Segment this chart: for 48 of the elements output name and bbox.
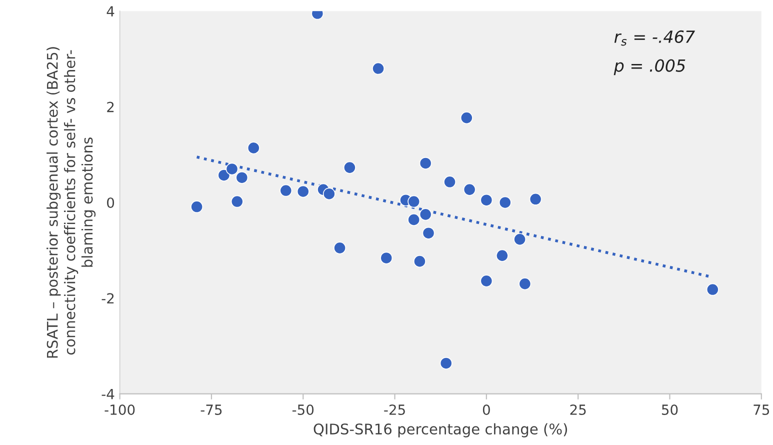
point bbox=[413, 255, 426, 268]
point bbox=[343, 161, 356, 174]
point bbox=[247, 142, 260, 154]
x-tick-label: 50 bbox=[662, 404, 678, 415]
point bbox=[230, 195, 244, 208]
point bbox=[296, 185, 310, 198]
point bbox=[514, 233, 526, 246]
point bbox=[190, 200, 204, 214]
point bbox=[518, 278, 532, 290]
point bbox=[706, 283, 719, 296]
x-tick-label: 25 bbox=[570, 404, 586, 415]
point bbox=[334, 242, 346, 254]
point bbox=[380, 252, 393, 264]
y-tick-label: -4 bbox=[102, 388, 114, 400]
x-tick-label: -75 bbox=[200, 404, 222, 415]
point bbox=[372, 62, 385, 75]
point bbox=[280, 184, 292, 197]
point bbox=[226, 162, 238, 176]
y-tick-label: 4 bbox=[106, 6, 114, 16]
annotation: r$_{s}$ = -.467 bbox=[614, 30, 695, 46]
x-tick-label: 0 bbox=[482, 404, 490, 415]
point bbox=[440, 356, 452, 370]
x-tick-label: -100 bbox=[104, 404, 135, 415]
point bbox=[236, 171, 248, 184]
annotation: p = .005 bbox=[614, 59, 686, 76]
x-tick-label: -50 bbox=[292, 404, 314, 415]
point bbox=[422, 226, 435, 240]
x-tick-label: 75 bbox=[754, 404, 770, 415]
y-axis-title: RSATL – posterior subgenual cortex (BA25) connectivity coefficients for self- vs other- blaming emotions bbox=[46, 47, 96, 358]
y-tick-label: -2 bbox=[102, 293, 114, 304]
x-axis-title: QIDS-SR16 percentage change (%) bbox=[314, 423, 568, 438]
point bbox=[480, 194, 493, 206]
point bbox=[463, 183, 476, 196]
point bbox=[444, 176, 456, 188]
point bbox=[480, 274, 493, 288]
point bbox=[218, 168, 230, 182]
point bbox=[460, 112, 473, 124]
point bbox=[498, 196, 512, 209]
point bbox=[419, 208, 432, 221]
point bbox=[529, 192, 542, 206]
point bbox=[408, 195, 420, 208]
y-tick-label: 2 bbox=[107, 102, 114, 112]
point bbox=[419, 157, 432, 170]
y-tick-label: 0 bbox=[107, 197, 114, 208]
point bbox=[322, 188, 336, 200]
x-tick-label: -25 bbox=[384, 404, 405, 415]
point bbox=[496, 249, 508, 262]
point bbox=[408, 213, 420, 226]
